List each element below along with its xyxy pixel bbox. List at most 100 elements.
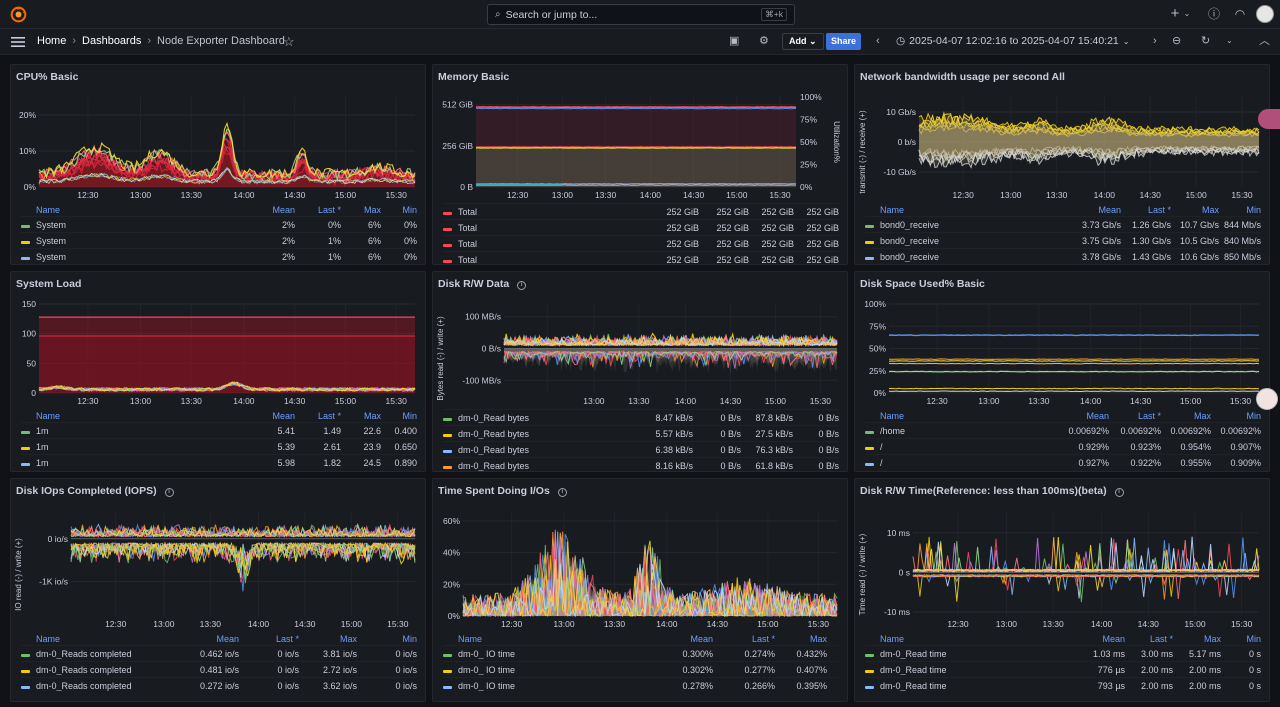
info-icon[interactable]: i: [1114, 488, 1124, 497]
legend-column-header[interactable]: Last *: [751, 634, 775, 644]
legend-row[interactable]: dm-0_Read time 1.03 ms 3.00 ms 5.17 ms 0 s: [865, 645, 1261, 661]
legend-row[interactable]: 1m 5.39 2.61 23.9 0.650: [21, 438, 417, 454]
save-icon[interactable]: ▣: [729, 35, 740, 47]
legend-row[interactable]: 1m 5.41 1.49 22.6 0.400: [21, 422, 417, 438]
gear-icon[interactable]: ⚙: [759, 35, 769, 47]
legend-column-header[interactable]: Mean: [216, 634, 239, 644]
legend-row[interactable]: dm-0_Reads completed 0.272 io/s 0 io/s 3.62…: [21, 677, 417, 693]
menu-icon[interactable]: [11, 37, 25, 47]
legend-row[interactable]: dm-0_ IO time 0.302% 0.277% 0.407%: [443, 661, 839, 677]
legend-column-header[interactable]: Mean: [272, 205, 295, 215]
legend-column-header[interactable]: Name: [880, 205, 905, 215]
share-button[interactable]: Share: [826, 33, 862, 50]
legend-column-header[interactable]: Last *: [1147, 205, 1171, 215]
panel-title[interactable]: Disk IOps Completed (IOPS) i: [16, 485, 174, 497]
legend-row[interactable]: dm-0_Reads completed 0.481 io/s 0 io/s 2.72…: [21, 661, 417, 677]
panel-title[interactable]: Disk Space Used% Basic: [860, 278, 985, 290]
legend-column-header[interactable]: Max: [1193, 411, 1211, 421]
time-series-chart[interactable]: 100% 75% 50% 25% 0% 12:30 13:00 13:30 14:00 14:30…: [855, 272, 1270, 407]
panel-network[interactable]: Network bandwidth usage per second All 10…: [854, 64, 1270, 265]
panel-cpu[interactable]: CPU% Basic 20% 10% 0% 12:30 13:00 13:30 14:00 14…: [10, 64, 426, 265]
legend-column-header[interactable]: Mean: [1086, 411, 1109, 421]
time-series-chart[interactable]: 10 Gb/s 0 b/s -10 Gb/s 12:30 13:00 13:30 14:00…: [855, 65, 1270, 201]
panel-iops[interactable]: Disk IOps Completed (IOPS) i 0 io/s -1K io/…: [10, 478, 426, 702]
legend-row[interactable]: dm-0_Read bytes 6.38 kB/s 0 B/s 76.3 kB/s 0 …: [443, 441, 839, 457]
chevron-right-icon[interactable]: ›: [1153, 35, 1157, 47]
legend-column-header[interactable]: Min: [402, 634, 417, 644]
panel-diskspace[interactable]: Disk Space Used% Basic 100% 75% 50% 25% 0% 12:…: [854, 271, 1270, 472]
legend-column-header[interactable]: Mean: [1102, 634, 1125, 644]
legend-row[interactable]: dm-0_Read bytes 8.16 kB/s 0 B/s 61.8 kB/s 0 …: [443, 457, 839, 471]
panel-title[interactable]: Disk R/W Time(Reference: less than 100ms…: [860, 485, 1124, 497]
legend-row[interactable]: / 0.927% 0.922% 0.955% 0.909%: [865, 454, 1261, 470]
panel-iotime[interactable]: Time Spent Doing I/Os i 60% 40% 20% 0% 12:30 13…: [432, 478, 848, 702]
info-icon[interactable]: i: [517, 281, 527, 290]
legend-column-header[interactable]: Name: [36, 634, 61, 644]
chevron-left-icon[interactable]: ‹: [876, 35, 880, 47]
legend-row[interactable]: dm-0_ IO time 0.300% 0.274% 0.432%: [443, 645, 839, 661]
legend-row[interactable]: Total 252 GiB 252 GiB 252 GiB 252 GiB: [443, 235, 839, 251]
panel-rwtime[interactable]: Disk R/W Time(Reference: less than 100ms…: [854, 478, 1270, 702]
info-icon[interactable]: i: [164, 488, 174, 497]
panel-load[interactable]: System Load 150 100 50 0 12:30 13:00 13:30 14:00…: [10, 271, 426, 472]
add-button[interactable]: Add ⌄: [782, 33, 824, 50]
panel-title[interactable]: Memory Basic: [438, 71, 509, 83]
grafana-logo-icon[interactable]: [10, 6, 27, 23]
legend-row[interactable]: bond0_receive 3.73 Gb/s 1.26 Gb/s 10.7 Gb/s…: [865, 216, 1261, 232]
legend-row[interactable]: dm-0_Read time 776 µs 2.00 ms 2.00 ms 0 s: [865, 661, 1261, 677]
legend-row[interactable]: Total 252 GiB 252 GiB 252 GiB 252 GiB: [443, 203, 839, 219]
legend-row[interactable]: dm-0_Reads completed 0.462 io/s 0 io/s 3.81…: [21, 645, 417, 661]
legend-column-header[interactable]: Name: [36, 205, 61, 215]
legend-row[interactable]: bond0_receive 3.78 Gb/s 1.43 Gb/s 10.6 Gb/s…: [865, 248, 1261, 264]
legend-column-header[interactable]: Mean: [1098, 205, 1121, 215]
search-box[interactable]: ⌕ Search or jump to... ⌘+k: [487, 4, 795, 25]
refresh-interval-chevron-icon[interactable]: ⌄: [1226, 36, 1233, 45]
legend-row[interactable]: dm-0_Read time 793 µs 2.00 ms 2.00 ms 0 s: [865, 677, 1261, 693]
legend-column-header[interactable]: Min: [1246, 205, 1261, 215]
panel-title[interactable]: Time Spent Doing I/Os i: [438, 485, 567, 497]
legend-column-header[interactable]: Max: [339, 634, 357, 644]
legend-row[interactable]: Total 252 GiB 252 GiB 252 GiB 252 GiB: [443, 251, 839, 264]
help-icon[interactable]: ⓘ: [1207, 7, 1220, 21]
panel-title[interactable]: Network bandwidth usage per second All: [860, 71, 1065, 83]
star-icon[interactable]: ☆: [283, 34, 295, 49]
legend-column-header[interactable]: Max: [809, 634, 827, 644]
legend-row[interactable]: dm-0_Read bytes 5.57 kB/s 0 B/s 27.5 kB/s 0 …: [443, 425, 839, 441]
zoom-out-icon[interactable]: ⊖: [1172, 35, 1182, 47]
time-series-chart[interactable]: 10 ms 0 s -10 ms 12:30 13:00 13:30 14:00 14:30 1…: [855, 479, 1270, 630]
chevron-down-icon[interactable]: ⌄: [1183, 9, 1191, 18]
panel-title[interactable]: System Load: [16, 278, 81, 290]
plus-icon[interactable]: +: [1170, 5, 1180, 22]
legend-row[interactable]: /home 0.00692% 0.00692% 0.00692% 0.00692%: [865, 422, 1261, 438]
breadcrumb-dashboards[interactable]: Dashboards: [82, 35, 142, 47]
legend-column-header[interactable]: Name: [880, 634, 905, 644]
info-icon[interactable]: i: [557, 488, 567, 497]
legend-row[interactable]: System 2% 1% 6% 0%: [21, 248, 417, 264]
legend-column-header[interactable]: Last *: [317, 205, 341, 215]
legend-row[interactable]: dm-0_ IO time 0.278% 0.266% 0.395%: [443, 677, 839, 693]
legend-column-header[interactable]: Name: [880, 411, 905, 421]
panel-diskrw[interactable]: Disk R/W Data i 100 MB/s 0 B/s -100 MB/s 13:0…: [432, 271, 848, 472]
avatar[interactable]: [1256, 5, 1274, 23]
news-feed-icon[interactable]: ◠: [1234, 7, 1246, 21]
panel-title[interactable]: CPU% Basic: [16, 71, 78, 83]
refresh-icon[interactable]: ↻: [1201, 35, 1211, 47]
time-series-chart[interactable]: 0 io/s -1K io/s 12:30 13:00 13:30 14:00 14:30 1…: [11, 479, 426, 630]
legend-column-header[interactable]: Name: [36, 411, 61, 421]
time-series-chart[interactable]: 100 MB/s 0 B/s -100 MB/s 13:00 13:30 14:00 14:…: [433, 272, 848, 407]
legend-column-header[interactable]: Last *: [1149, 634, 1173, 644]
legend-row[interactable]: System 2% 0% 6% 0%: [21, 216, 417, 232]
legend-row[interactable]: Total 252 GiB 252 GiB 252 GiB 252 GiB: [443, 219, 839, 235]
legend-row[interactable]: System 2% 1% 6% 0%: [21, 232, 417, 248]
time-series-chart[interactable]: 60% 40% 20% 0% 12:30 13:00 13:30 14:00 14:30 15:0…: [433, 479, 848, 630]
legend-column-header[interactable]: Min: [402, 205, 417, 215]
legend-row[interactable]: 1m 5.98 1.82 24.5 0.890: [21, 454, 417, 470]
legend-column-header[interactable]: Min: [1246, 411, 1261, 421]
time-series-chart[interactable]: 150 100 50 0 12:30 13:00 13:30 14:00 14:30 15:00 1…: [11, 272, 426, 407]
legend-column-header[interactable]: Min: [1246, 634, 1261, 644]
time-series-chart[interactable]: 512 GiB 256 GiB 0 B 12:30 13:00 13:30 14:00 14:…: [433, 65, 848, 201]
panel-memory[interactable]: Memory Basic 512 GiB 256 GiB 0 B 12:30 13:00 1…: [432, 64, 848, 265]
breadcrumb-home[interactable]: Home: [37, 35, 67, 47]
legend-column-header[interactable]: Mean: [272, 411, 295, 421]
collapse-icon[interactable]: ︿: [1259, 35, 1270, 47]
